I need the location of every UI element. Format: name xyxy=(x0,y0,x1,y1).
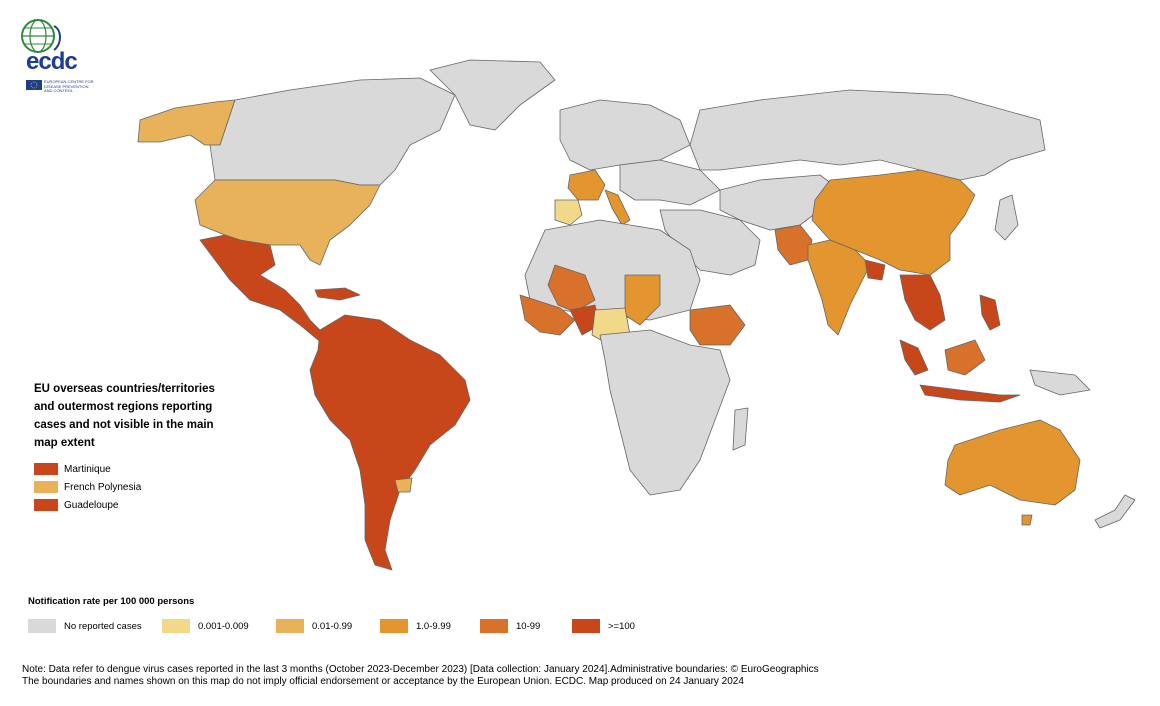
region-pakistan xyxy=(774,224,813,266)
region-indonesia xyxy=(919,384,1021,403)
footnote-line-2: The boundaries and names shown on this m… xyxy=(22,676,744,687)
legend-item-1: 1.0-9.99 xyxy=(380,619,451,633)
region-europe-north xyxy=(559,99,691,171)
legend-item-0001: 0.001-0.009 xyxy=(162,619,249,633)
region-italy xyxy=(604,189,631,226)
legend-swatch xyxy=(480,619,508,633)
region-caribbean xyxy=(314,287,361,301)
overseas-item-label: Martinique xyxy=(64,463,111,475)
legend-item-100: >=100 xyxy=(572,619,635,633)
overseas-item-label: Guadeloupe xyxy=(64,499,119,511)
region-ethiopia xyxy=(689,304,746,346)
region-bangladesh xyxy=(864,259,886,281)
world-map xyxy=(137,59,1136,571)
region-southeast-asia xyxy=(899,274,946,331)
region-madagascar xyxy=(732,407,749,451)
legend-label: 1.0-9.99 xyxy=(416,620,451,632)
legend-label: No reported cases xyxy=(64,620,142,632)
region-canada xyxy=(209,77,456,186)
overseas-regions-panel: EU overseas countries/territories and ou… xyxy=(34,380,224,514)
overseas-item-guadeloupe: Guadeloupe xyxy=(34,496,224,514)
legend-swatch xyxy=(380,619,408,633)
legend-label: 0.01-0.99 xyxy=(312,620,353,632)
region-india xyxy=(807,239,871,336)
region-japan xyxy=(994,194,1019,241)
logo-wordmark: ecdc xyxy=(26,48,78,75)
legend-label: 0.001-0.009 xyxy=(198,620,249,632)
region-borneo xyxy=(944,339,986,376)
region-new-zealand xyxy=(1094,494,1136,529)
ecdc-globe-icon xyxy=(21,19,61,53)
legend-item-no-cases: No reported cases xyxy=(28,619,142,633)
legend-label: 10-99 xyxy=(516,620,541,632)
region-spain xyxy=(554,199,583,226)
region-tasmania xyxy=(1021,514,1033,526)
region-greenland xyxy=(429,59,556,131)
legend-swatch xyxy=(162,619,190,633)
legend-item-001: 0.01-0.99 xyxy=(276,619,352,633)
region-philippines xyxy=(979,294,1001,331)
region-africa-south xyxy=(599,329,731,496)
legend-label: >=100 xyxy=(608,620,635,632)
swatch-guadeloupe xyxy=(34,499,58,511)
legend-swatch xyxy=(276,619,304,633)
ecdc-logo xyxy=(10,18,100,94)
region-australia xyxy=(944,419,1081,506)
region-uruguay xyxy=(394,477,413,493)
overseas-item-label: French Polynesia xyxy=(64,481,142,493)
region-west-africa xyxy=(519,294,576,336)
legend-swatch xyxy=(572,619,600,633)
region-south-america xyxy=(309,314,471,571)
legend-swatch xyxy=(28,619,56,633)
overseas-item-french-polynesia: French Polynesia xyxy=(34,478,224,496)
region-russia xyxy=(689,89,1046,181)
overseas-panel-title: EU overseas countries/territories and ou… xyxy=(34,383,215,449)
map-legend: Notification rate per 100 000 persons No… xyxy=(28,596,728,639)
logo-subtitle: EUROPEAN CENTRE FOR DISEASE PREVENTION A… xyxy=(44,79,94,93)
region-mexico xyxy=(199,234,331,341)
region-new-guinea xyxy=(1029,369,1091,396)
region-alaska xyxy=(137,99,236,146)
overseas-item-martinique: Martinique xyxy=(34,460,224,478)
legend-item-10: 10-99 xyxy=(480,619,540,633)
map-footnote: Note: Data refer to dengue virus cases r… xyxy=(22,664,1142,688)
region-france xyxy=(567,169,606,201)
footnote-line-1: Note: Data refer to dengue virus cases r… xyxy=(22,664,819,675)
region-europe-east xyxy=(619,159,721,206)
eu-flag-icon xyxy=(26,80,42,90)
legend-title: Notification rate per 100 000 persons xyxy=(28,596,195,607)
region-malaysia xyxy=(899,339,929,376)
region-usa xyxy=(194,179,381,266)
swatch-french-polynesia xyxy=(34,481,58,493)
swatch-martinique xyxy=(34,463,58,475)
region-central-asia xyxy=(719,174,841,231)
